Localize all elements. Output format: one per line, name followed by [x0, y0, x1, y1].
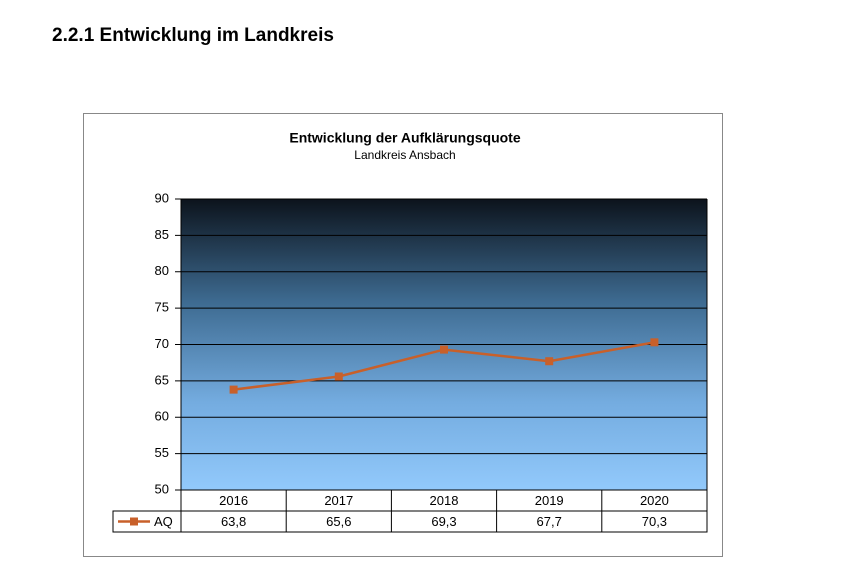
y-tick-label: 60 — [155, 409, 169, 424]
chart-subtitle: Landkreis Ansbach — [354, 148, 455, 162]
y-tick-label: 90 — [155, 190, 169, 205]
table-value: 63,8 — [221, 514, 246, 529]
point-marker — [650, 338, 659, 347]
y-tick-label: 75 — [155, 300, 169, 315]
y-tick-label: 50 — [155, 481, 169, 496]
y-tick-label: 85 — [155, 227, 169, 242]
point-marker — [229, 385, 238, 394]
y-tick-label: 55 — [155, 445, 169, 460]
point-marker — [440, 345, 448, 354]
table-value: 69,3 — [431, 514, 456, 529]
table-value: 70,3 — [642, 514, 667, 529]
x-tick-label: 2019 — [535, 493, 564, 508]
chart-title: Entwicklung der Aufklärungsquote — [289, 130, 520, 146]
legend-marker — [130, 517, 138, 526]
point-marker — [545, 357, 554, 366]
x-tick-label: 2016 — [219, 493, 248, 508]
table-value: 67,7 — [537, 514, 562, 529]
y-tick-label: 80 — [155, 263, 169, 278]
table-value: 65,6 — [326, 514, 351, 529]
table-cell — [112, 510, 182, 533]
x-tick-label: 2020 — [640, 493, 669, 508]
heading: 2.2.1 Entwicklung im Landkreis — [52, 25, 334, 46]
y-tick-label: 65 — [155, 372, 169, 387]
x-tick-label: 2017 — [324, 493, 353, 508]
point-marker — [334, 372, 343, 381]
x-tick-label: 2018 — [430, 493, 459, 508]
legend-label: AQ — [154, 514, 173, 529]
y-tick-label: 70 — [155, 336, 169, 351]
